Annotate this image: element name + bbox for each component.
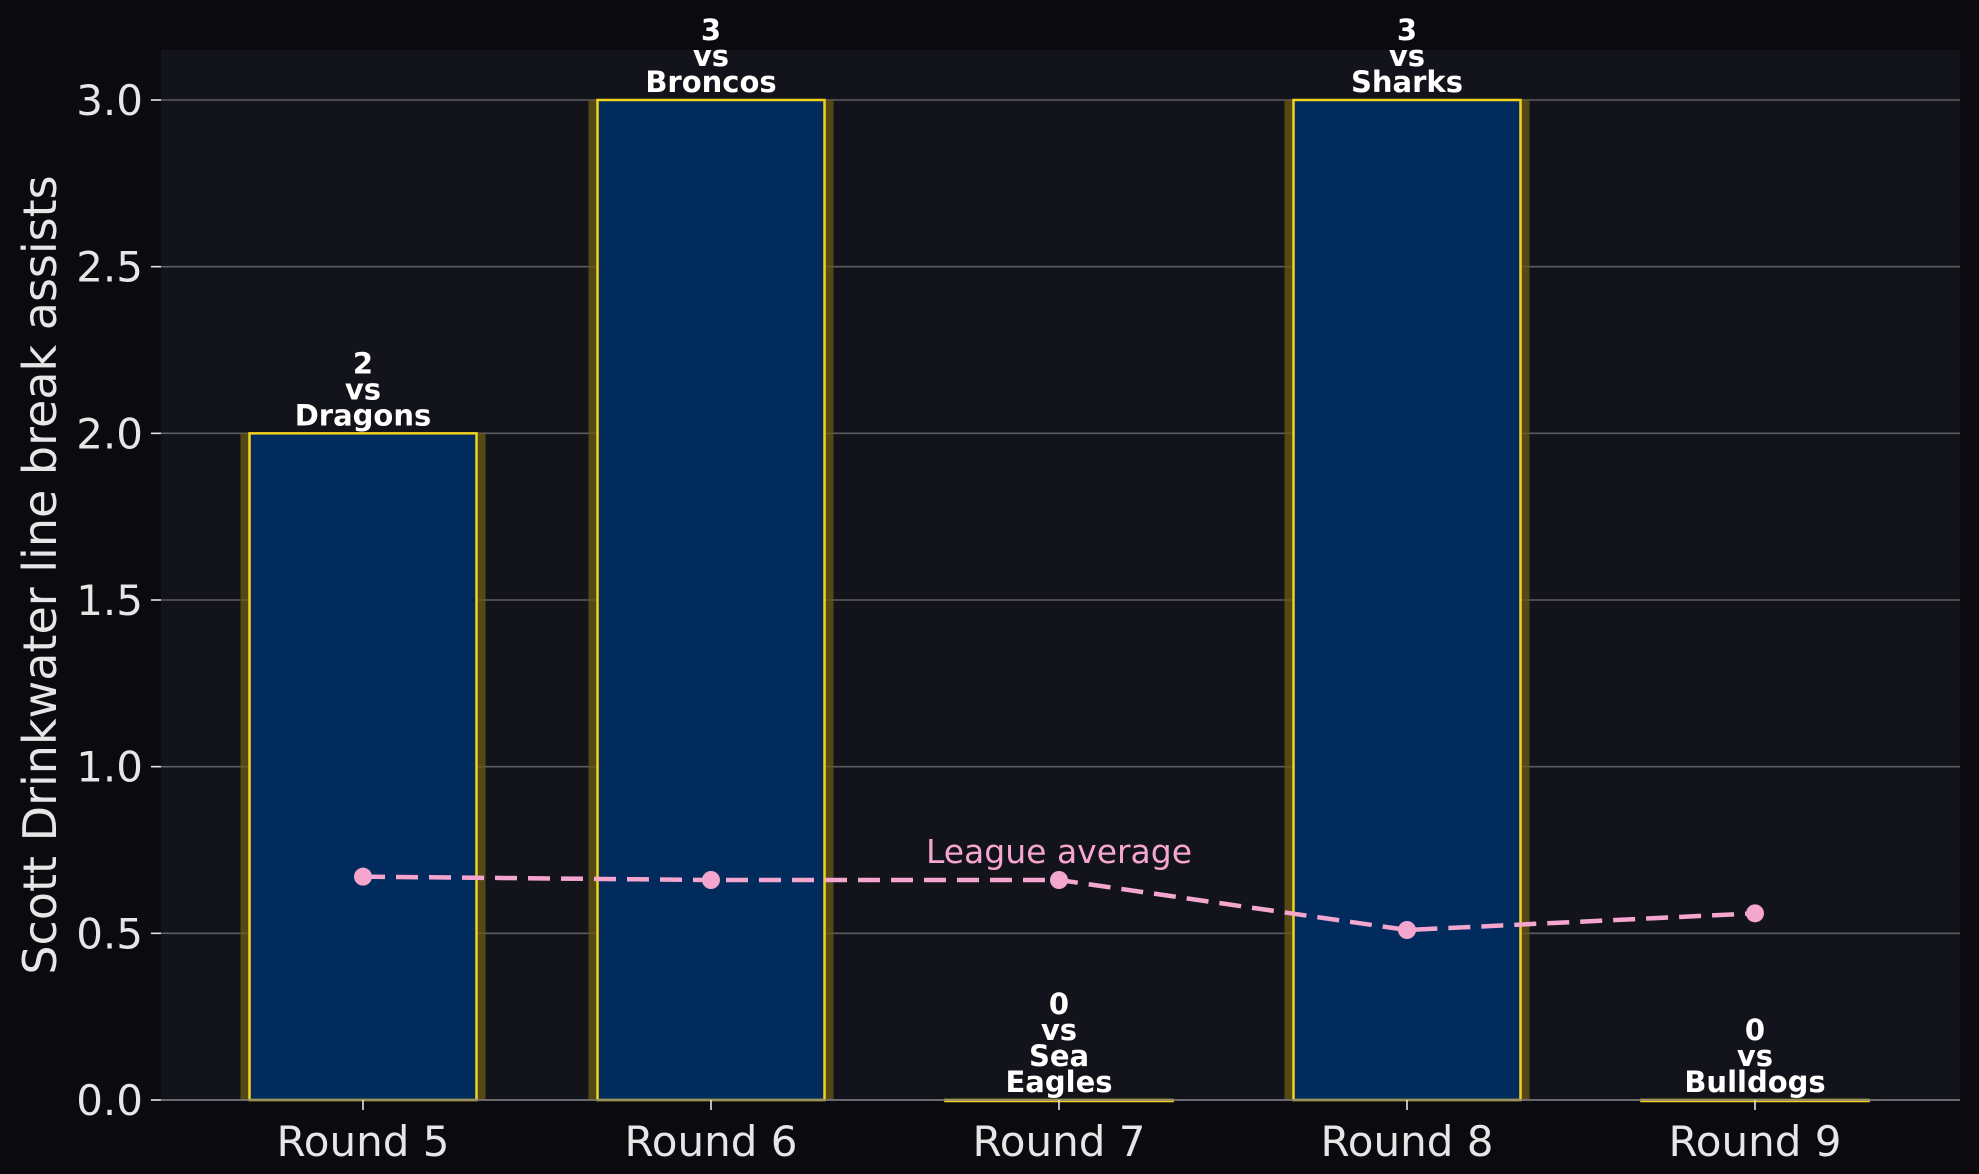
bar-label-line: vs: [1737, 1039, 1773, 1073]
bar-label-line: 0: [1745, 1013, 1765, 1047]
x-tick-label: Round 8: [1321, 1117, 1494, 1166]
bar-label-line: 3: [701, 13, 721, 47]
league-average-label: League average: [926, 832, 1192, 871]
bar-labels: 2vsDragons3vsBroncos0vsSeaEagles3vsShark…: [295, 13, 1826, 1099]
league-average-point: [1050, 871, 1068, 889]
bar-label-line: 2: [353, 346, 373, 380]
bar: [1292, 98, 1522, 1102]
bar-label-line: Sea: [1029, 1039, 1089, 1073]
bar-label-line: vs: [1389, 39, 1425, 73]
y-tick-label: 3.0: [76, 76, 143, 125]
league-average-point: [1746, 904, 1764, 923]
league-average-point: [702, 871, 720, 889]
bar-group: [588, 98, 834, 1102]
x-tick-label: Round 6: [625, 1117, 798, 1166]
x-tick-label: Round 7: [973, 1117, 1146, 1166]
bar-label-line: vs: [345, 372, 381, 406]
bar-label-line: vs: [693, 39, 729, 73]
y-tick-label: 0.0: [76, 1076, 143, 1125]
bar-label-line: 3: [1397, 13, 1417, 47]
bar-label-line: Bulldogs: [1684, 1065, 1825, 1099]
bar-group: [240, 432, 486, 1102]
bar-group: [1284, 98, 1530, 1102]
bar-label-line: Broncos: [645, 65, 776, 99]
y-tick-label: 1.5: [76, 576, 143, 625]
bar-label-line: vs: [1041, 1013, 1077, 1047]
y-tick-label: 2.5: [76, 243, 143, 292]
bar-label-line: 0: [1049, 987, 1069, 1021]
bar-label-line: Sharks: [1351, 65, 1463, 99]
league-average-point: [354, 867, 372, 886]
league-average-series: League average: [354, 832, 1764, 939]
bar-label-line: Dragons: [295, 398, 432, 432]
x-tick-label: Round 9: [1669, 1117, 1842, 1166]
axes: 0.0 0.5 1.0 1.5 2.0 2.5 3.0 Round 5 Round 6 Round…: [76, 76, 1960, 1166]
bars: [240, 98, 1878, 1103]
y-tick-label: 2.0: [76, 409, 143, 458]
bar: [248, 432, 478, 1102]
bar-label-line: Eagles: [1005, 1065, 1112, 1099]
y-tick-label: 0.5: [76, 909, 143, 958]
y-tick-label: 1.0: [76, 743, 143, 792]
y-axis-label: Scott Drinkwater line break assists: [13, 175, 67, 974]
bar: [596, 98, 826, 1102]
league-average-point: [1398, 921, 1416, 939]
x-tick-label: Round 5: [277, 1117, 450, 1166]
